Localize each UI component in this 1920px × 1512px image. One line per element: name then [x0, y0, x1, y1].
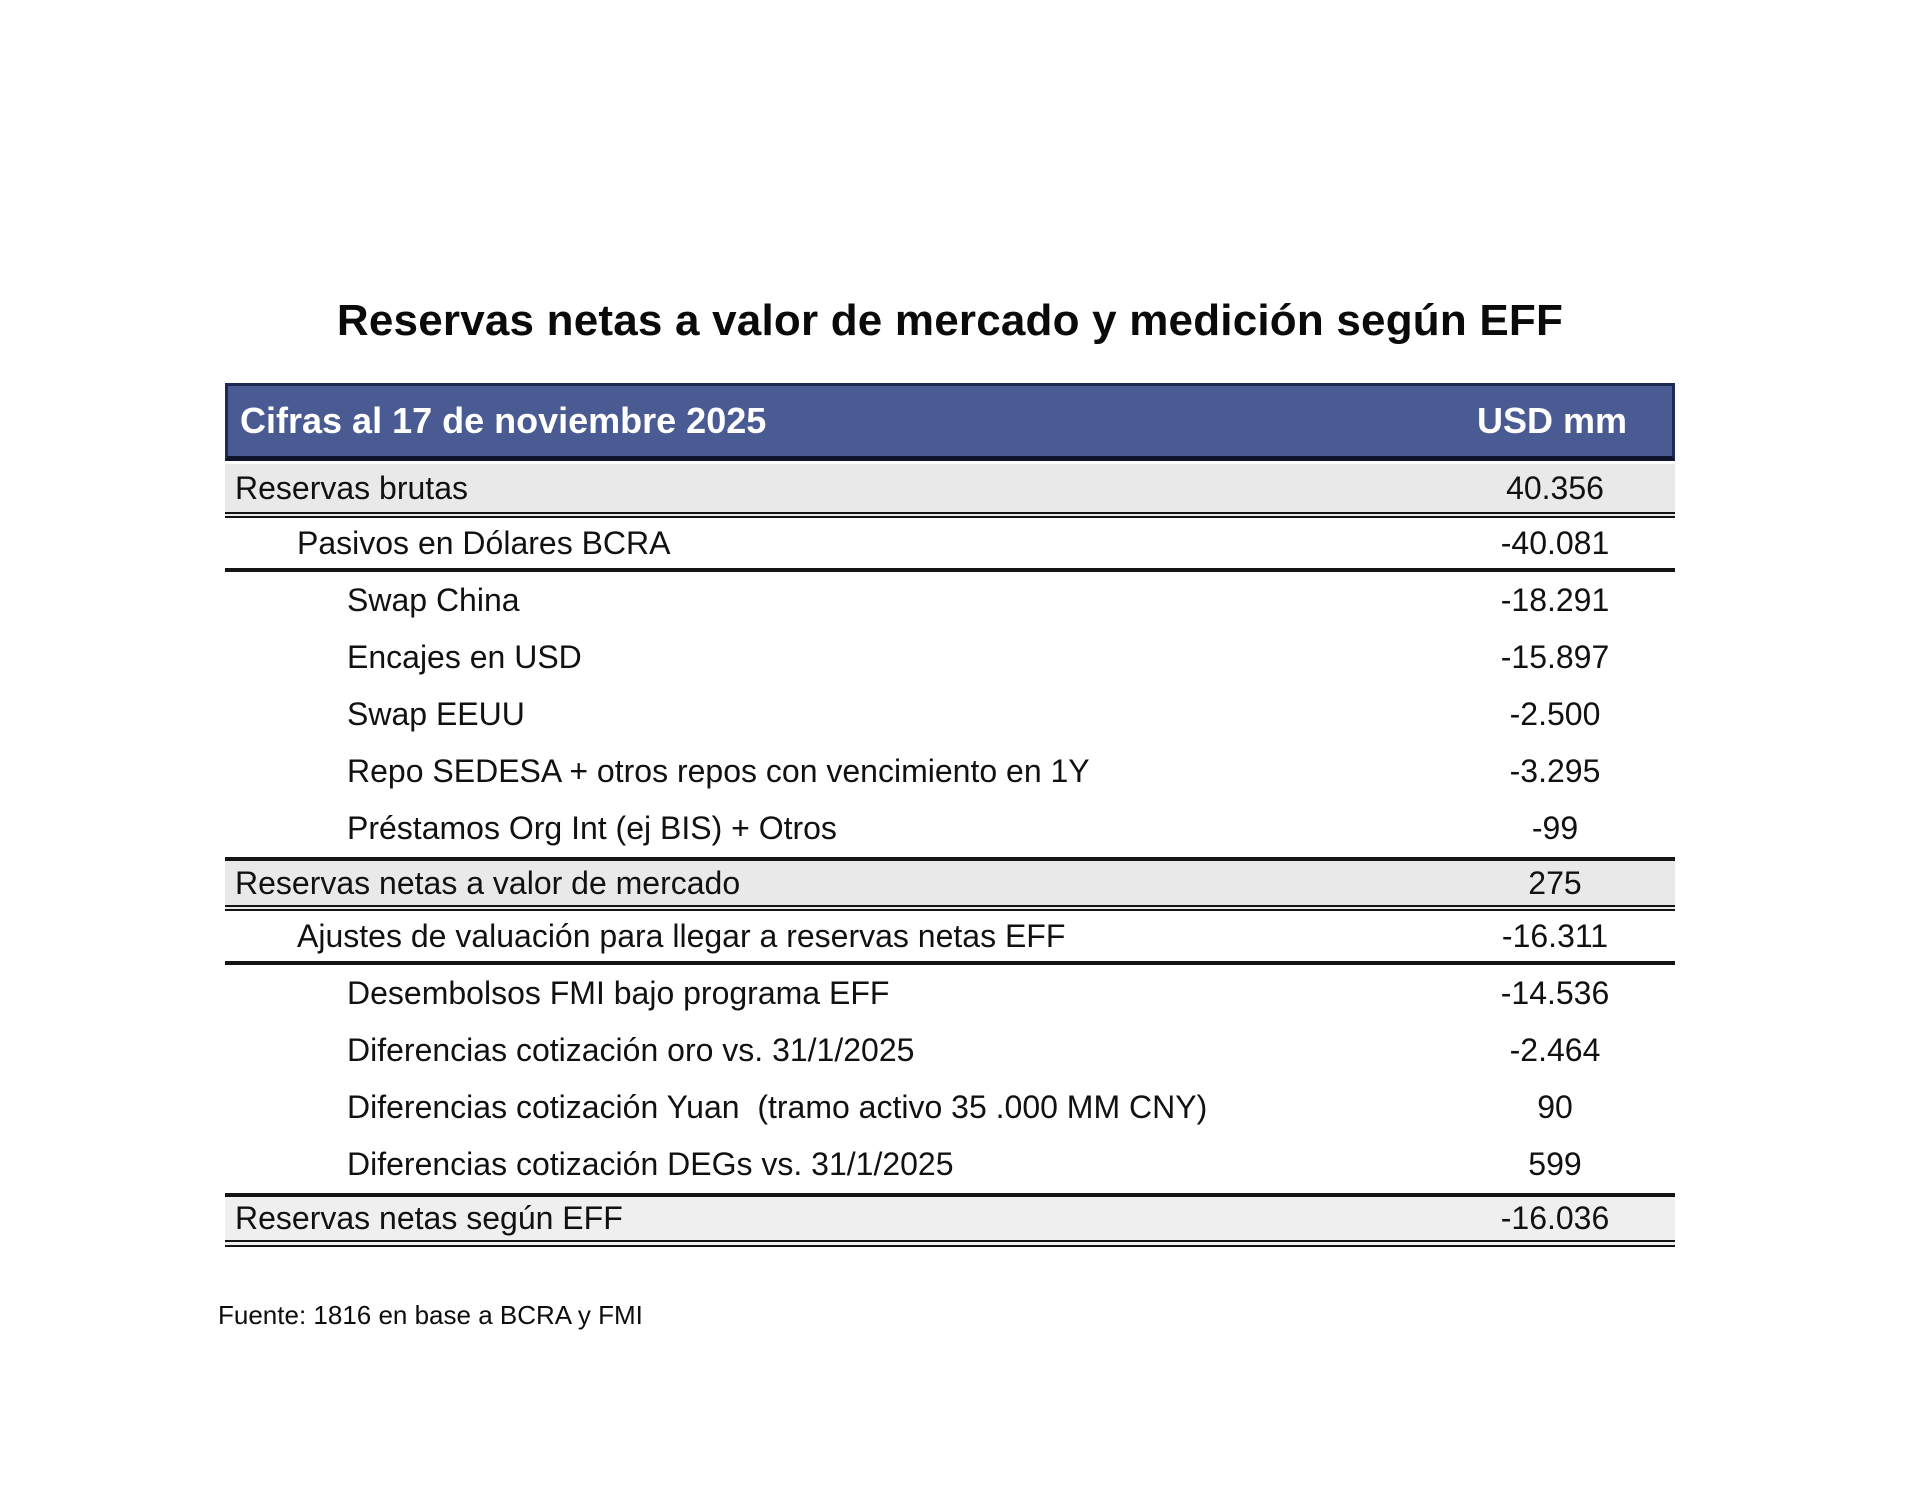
table-row: Desembolsos FMI bajo programa EFF -14.53… — [225, 965, 1675, 1022]
row-value: -18.291 — [1500, 582, 1610, 618]
table-header-unit: USD mm — [1476, 400, 1628, 441]
row-label: Diferencias cotización oro vs. 31/1/2025 — [347, 1032, 915, 1068]
row-value: 599 — [1528, 1146, 1582, 1182]
row-label: Encajes en USD — [347, 639, 582, 675]
row-label: Reservas netas según EFF — [235, 1200, 623, 1236]
source-note: Fuente: 1816 en base a BCRA y FMI — [218, 1300, 643, 1330]
table-row: Diferencias cotización Yuan (tramo activ… — [225, 1079, 1675, 1136]
table-row: Encajes en USD -15.897 — [225, 629, 1675, 686]
table-row: Reservas brutas 40.356 — [225, 464, 1675, 518]
table-row: Reservas netas según EFF -16.036 — [225, 1193, 1675, 1247]
table-row: Diferencias cotización DEGs vs. 31/1/202… — [225, 1136, 1675, 1193]
row-label: Swap China — [347, 582, 520, 618]
row-value: 40.356 — [1506, 469, 1604, 506]
table-header-caption: Cifras al 17 de noviembre 2025 — [240, 400, 767, 441]
row-label: Ajustes de valuación para llegar a reser… — [297, 917, 1066, 954]
row-value: -15.897 — [1500, 639, 1610, 675]
table-row: Reservas netas a valor de mercado 275 — [225, 857, 1675, 911]
table-row: Swap China -18.291 — [225, 572, 1675, 629]
row-label: Préstamos Org Int (ej BIS) + Otros — [347, 810, 837, 846]
table-row: Swap EEUU -2.500 — [225, 686, 1675, 743]
row-value: -99 — [1531, 810, 1579, 846]
table-row: Ajustes de valuación para llegar a reser… — [225, 911, 1675, 965]
row-value: 90 — [1537, 1089, 1573, 1125]
row-value: -3.295 — [1509, 753, 1601, 789]
row-label: Diferencias cotización DEGs vs. 31/1/202… — [347, 1146, 954, 1182]
reserves-table: Cifras al 17 de noviembre 2025 USD mm Re… — [225, 383, 1675, 1247]
table-body: Reservas brutas 40.356 Pasivos en Dólare… — [225, 464, 1675, 1247]
row-label: Desembolsos FMI bajo programa EFF — [347, 975, 890, 1011]
table-row: Diferencias cotización oro vs. 31/1/2025… — [225, 1022, 1675, 1079]
row-value: -40.081 — [1500, 524, 1610, 561]
row-value: 275 — [1528, 864, 1582, 901]
row-value: -2.464 — [1509, 1032, 1601, 1068]
table-row: Préstamos Org Int (ej BIS) + Otros -99 — [225, 800, 1675, 857]
row-value: -14.536 — [1500, 975, 1610, 1011]
chart-title: Reservas netas a valor de mercado y medi… — [336, 296, 1564, 345]
table-row: Pasivos en Dólares BCRA -40.081 — [225, 518, 1675, 572]
row-label: Swap EEUU — [347, 696, 525, 732]
table-header-row: Cifras al 17 de noviembre 2025 USD mm — [225, 383, 1675, 461]
row-label: Diferencias cotización Yuan (tramo activ… — [347, 1089, 1208, 1125]
row-label: Pasivos en Dólares BCRA — [297, 524, 671, 561]
row-value: -2.500 — [1509, 696, 1601, 732]
row-value: -16.311 — [1501, 917, 1609, 954]
table-row: Repo SEDESA + otros repos con vencimient… — [225, 743, 1675, 800]
row-label: Repo SEDESA + otros repos con vencimient… — [347, 753, 1090, 789]
row-label: Reservas netas a valor de mercado — [235, 864, 741, 901]
row-label: Reservas brutas — [235, 469, 468, 506]
row-value: -16.036 — [1500, 1200, 1610, 1236]
